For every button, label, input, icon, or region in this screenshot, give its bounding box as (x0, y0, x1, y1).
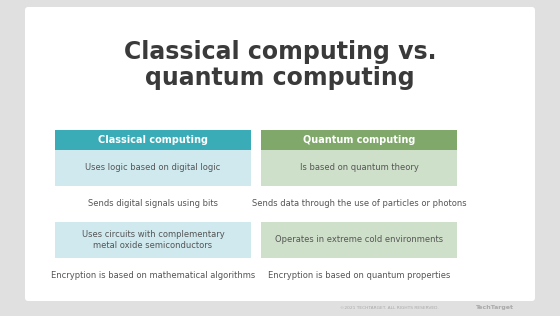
FancyBboxPatch shape (261, 186, 457, 222)
Text: Encryption is based on quantum properties: Encryption is based on quantum propertie… (268, 271, 450, 281)
FancyBboxPatch shape (55, 258, 251, 294)
FancyBboxPatch shape (55, 150, 251, 186)
Text: Classical computing: Classical computing (98, 135, 208, 145)
Text: Sends data through the use of particles or photons: Sends data through the use of particles … (251, 199, 466, 209)
FancyBboxPatch shape (55, 186, 251, 222)
Text: Encryption is based on mathematical algorithms: Encryption is based on mathematical algo… (51, 271, 255, 281)
FancyBboxPatch shape (261, 258, 457, 294)
FancyBboxPatch shape (55, 222, 251, 258)
Text: Classical computing vs.: Classical computing vs. (124, 40, 436, 64)
Text: ©2021 TECHTARGET. ALL RIGHTS RESERVED.: ©2021 TECHTARGET. ALL RIGHTS RESERVED. (340, 306, 438, 310)
Text: quantum computing: quantum computing (145, 66, 415, 90)
FancyBboxPatch shape (261, 150, 457, 186)
FancyBboxPatch shape (261, 130, 457, 150)
FancyBboxPatch shape (261, 222, 457, 258)
Text: Quantum computing: Quantum computing (303, 135, 415, 145)
Text: Is based on quantum theory: Is based on quantum theory (300, 163, 418, 173)
FancyBboxPatch shape (55, 130, 251, 150)
Text: Operates in extreme cold environments: Operates in extreme cold environments (275, 235, 443, 245)
Text: Uses logic based on digital logic: Uses logic based on digital logic (85, 163, 221, 173)
FancyBboxPatch shape (25, 7, 535, 301)
Text: Sends digital signals using bits: Sends digital signals using bits (88, 199, 218, 209)
Text: Uses circuits with complementary
metal oxide semiconductors: Uses circuits with complementary metal o… (82, 230, 225, 250)
Text: TechTarget: TechTarget (475, 306, 513, 311)
